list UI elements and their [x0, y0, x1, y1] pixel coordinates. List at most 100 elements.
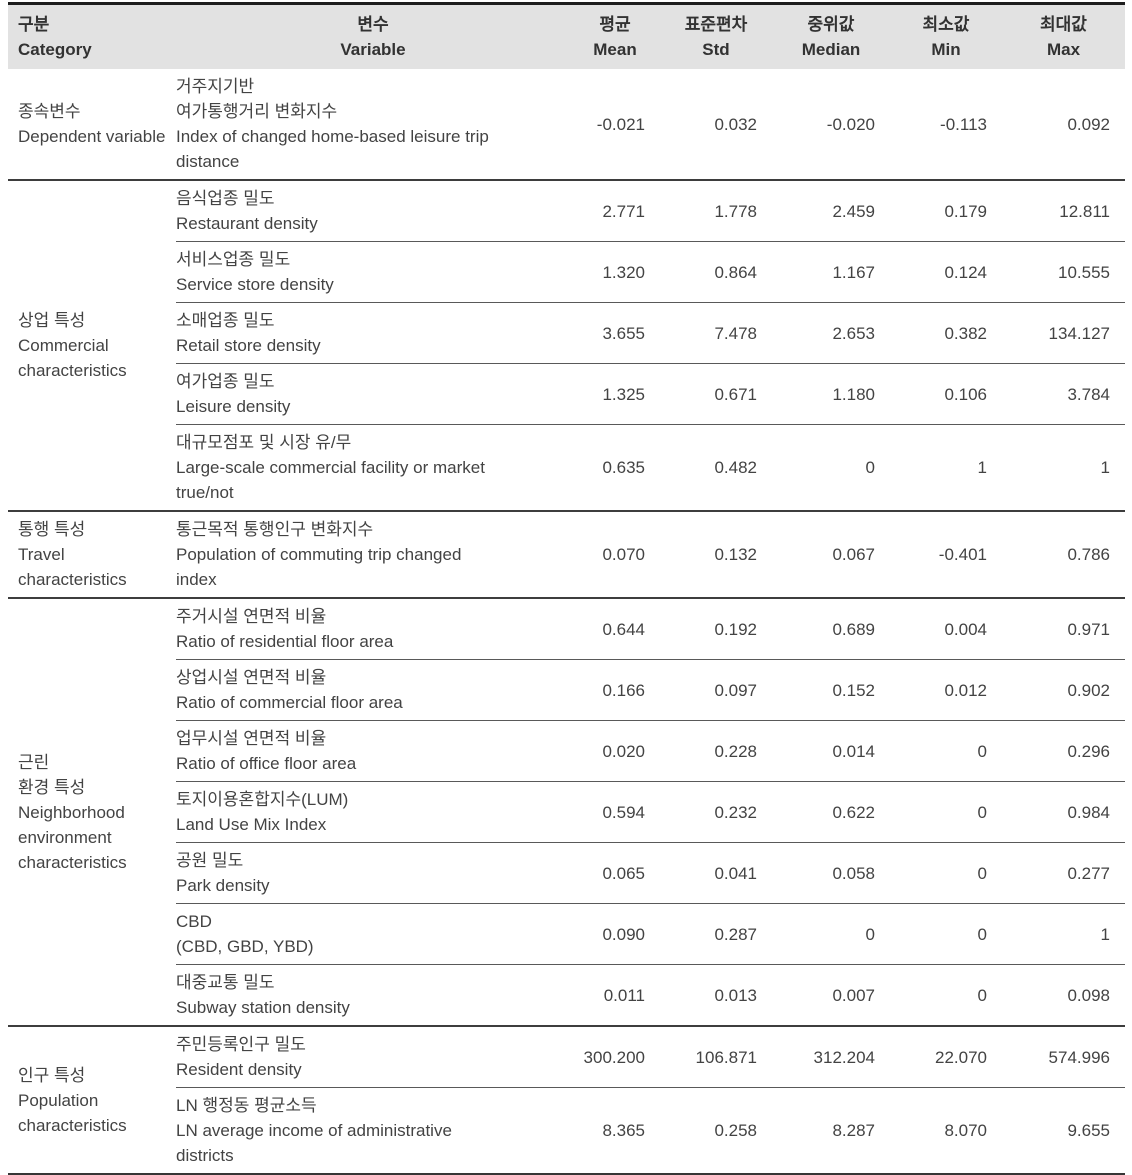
variable-english-label: Ratio of commercial floor area: [176, 693, 403, 712]
std-cell: 0.232: [660, 781, 772, 843]
max-cell: 0.786: [1002, 510, 1125, 598]
min-cell: 0.012: [890, 659, 1002, 721]
table-row: 서비스업종 밀도 Service store density 1.320 0.864 1…: [8, 241, 1125, 303]
category-korean-label: 종속변수: [18, 102, 81, 121]
variable-english-label: Retail store density: [176, 336, 321, 355]
variable-korean-label: 대규모점포 및 시장 유/무: [176, 433, 352, 452]
median-cell: 0: [772, 903, 890, 965]
column-header-category-korean: 구분: [18, 15, 50, 34]
column-header-mean-english: Mean: [593, 40, 637, 59]
variable-cell: 거주지기반 여가통행거리 변화지수 Index of changed home-b…: [176, 69, 570, 180]
median-cell: 0.058: [772, 842, 890, 904]
variable-korean-label: 음식업종 밀도: [176, 189, 275, 208]
std-cell: 0.258: [660, 1087, 772, 1174]
min-cell: 0: [890, 842, 1002, 904]
min-cell: 0: [890, 781, 1002, 843]
std-cell: 0.228: [660, 720, 772, 782]
variable-cell: 공원 밀도 Park density: [176, 842, 570, 904]
median-cell: 1.167: [772, 241, 890, 303]
mean-cell: 8.365: [570, 1087, 660, 1174]
table-header: 구분 Category 변수 Variable 평균 Mean 표준편차 Std…: [8, 3, 1125, 70]
variable-cell: 음식업종 밀도 Restaurant density: [176, 179, 570, 242]
table-row: 토지이용혼합지수(LUM) Land Use Mix Index 0.594 0.23…: [8, 781, 1125, 843]
table-row: 여가업종 밀도 Leisure density 1.325 0.671 1.180 0.1…: [8, 363, 1125, 425]
column-header-min-english: Min: [931, 40, 961, 59]
mean-cell: 1.325: [570, 363, 660, 425]
variable-cell: 여가업종 밀도 Leisure density: [176, 363, 570, 425]
max-cell: 0.098: [1002, 964, 1125, 1026]
max-cell: 574.996: [1002, 1025, 1125, 1088]
std-cell: 0.097: [660, 659, 772, 721]
mean-cell: 0.594: [570, 781, 660, 843]
std-cell: 0.864: [660, 241, 772, 303]
max-cell: 134.127: [1002, 302, 1125, 364]
table-row: CBD (CBD, GBD, YBD) 0.090 0.287 0 0 1: [8, 903, 1125, 965]
min-cell: 0: [890, 964, 1002, 1026]
max-cell: 1: [1002, 424, 1125, 511]
std-cell: 0.132: [660, 510, 772, 598]
max-cell: 0.296: [1002, 720, 1125, 782]
max-cell: 1: [1002, 903, 1125, 965]
variable-korean-label: LN 행정동 평균소득: [176, 1096, 317, 1115]
max-cell: 0.902: [1002, 659, 1125, 721]
variable-korean-label: 서비스업종 밀도: [176, 250, 291, 269]
variable-korean-label: 여가업종 밀도: [176, 372, 275, 391]
variable-korean-label: 통근목적 통행인구 변화지수: [176, 520, 374, 539]
category-korean-label: 인구 특성: [18, 1065, 86, 1085]
variable-korean-label: 대중교통 밀도: [176, 973, 275, 992]
column-header-std-english: Std: [702, 40, 730, 59]
column-header-mean-korean: 평균: [599, 15, 631, 34]
std-cell: 0.041: [660, 842, 772, 904]
min-cell: 0.004: [890, 597, 1002, 660]
mean-cell: 0.011: [570, 964, 660, 1026]
category-english-label: Commercial characteristics: [18, 336, 127, 380]
variable-english-label: Population of commuting trip changed ind…: [176, 545, 462, 589]
variable-english-label: Subway station density: [176, 998, 350, 1017]
variable-english-label: Large-scale commercial facility or marke…: [176, 458, 485, 502]
category-korean-label: 근린 환경 특성: [18, 752, 86, 797]
variable-korean-label: 토지이용혼합지수(LUM): [176, 790, 349, 809]
stats-table-body: 종속변수 Dependent variable 거주지기반 여가통행거리 변화지수 I…: [8, 69, 1125, 1174]
std-cell: 0.032: [714, 114, 757, 134]
std-cell: 0.013: [660, 964, 772, 1026]
variable-korean-label: 거주지기반 여가통행거리 변화지수: [176, 77, 338, 121]
variable-english-label: Service store density: [176, 275, 334, 294]
min-cell: 1: [890, 424, 1002, 511]
median-cell: 2.459: [772, 179, 890, 242]
descriptive-statistics-page: 구분 Category 변수 Variable 평균 Mean 표준편차 Std…: [8, 2, 1125, 1175]
column-header-median-english: Median: [801, 40, 861, 59]
std-cell: 0.482: [660, 424, 772, 511]
column-header-min: 최소값 Min: [890, 4, 1002, 70]
column-header-max-english: Max: [1046, 40, 1081, 59]
table-row: 소매업종 밀도 Retail store density 3.655 7.478 2.6…: [8, 302, 1125, 364]
column-header-max-korean: 최대값: [1040, 15, 1087, 34]
variable-cell: 상업시설 연면적 비율 Ratio of commercial floor are…: [176, 659, 570, 721]
std-cell: 0.192: [660, 597, 772, 660]
column-header-variable-english: Variable: [340, 40, 406, 59]
mean-cell: 1.320: [570, 241, 660, 303]
max-cell: 9.655: [1002, 1087, 1125, 1174]
mean-cell: 3.655: [570, 302, 660, 364]
min-cell: 8.070: [890, 1087, 1002, 1174]
variable-cell: 주민등록인구 밀도 Resident density: [176, 1025, 570, 1088]
mean-cell: 0.635: [570, 424, 660, 511]
variable-english-label: Land Use Mix Index: [176, 815, 327, 834]
variable-cell: LN 행정동 평균소득 LN average income of administ…: [176, 1087, 570, 1174]
max-cell: 0.277: [1002, 842, 1125, 904]
max-cell: 0.092: [1067, 114, 1110, 134]
variable-korean-label: 업무시설 연면적 비율: [176, 729, 327, 748]
column-header-median-korean: 중위값: [807, 15, 855, 34]
variable-korean-label: CBD: [176, 912, 212, 931]
variable-english-label: Ratio of residential floor area: [176, 632, 394, 651]
std-cell: 7.478: [660, 302, 772, 364]
category-korean-label: 통행 특성: [18, 520, 86, 539]
min-cell: 0.382: [890, 302, 1002, 364]
column-header-variable-korean: 변수: [357, 15, 389, 34]
variable-korean-label: 소매업종 밀도: [176, 311, 275, 330]
min-cell: -0.401: [890, 510, 1002, 598]
min-cell: 0.179: [890, 179, 1002, 242]
median-cell: 0.007: [772, 964, 890, 1026]
variable-english-label: Restaurant density: [176, 214, 318, 233]
median-cell: 8.287: [772, 1087, 890, 1174]
variable-english-label: Index of changed home-based leisure trip…: [176, 127, 489, 171]
